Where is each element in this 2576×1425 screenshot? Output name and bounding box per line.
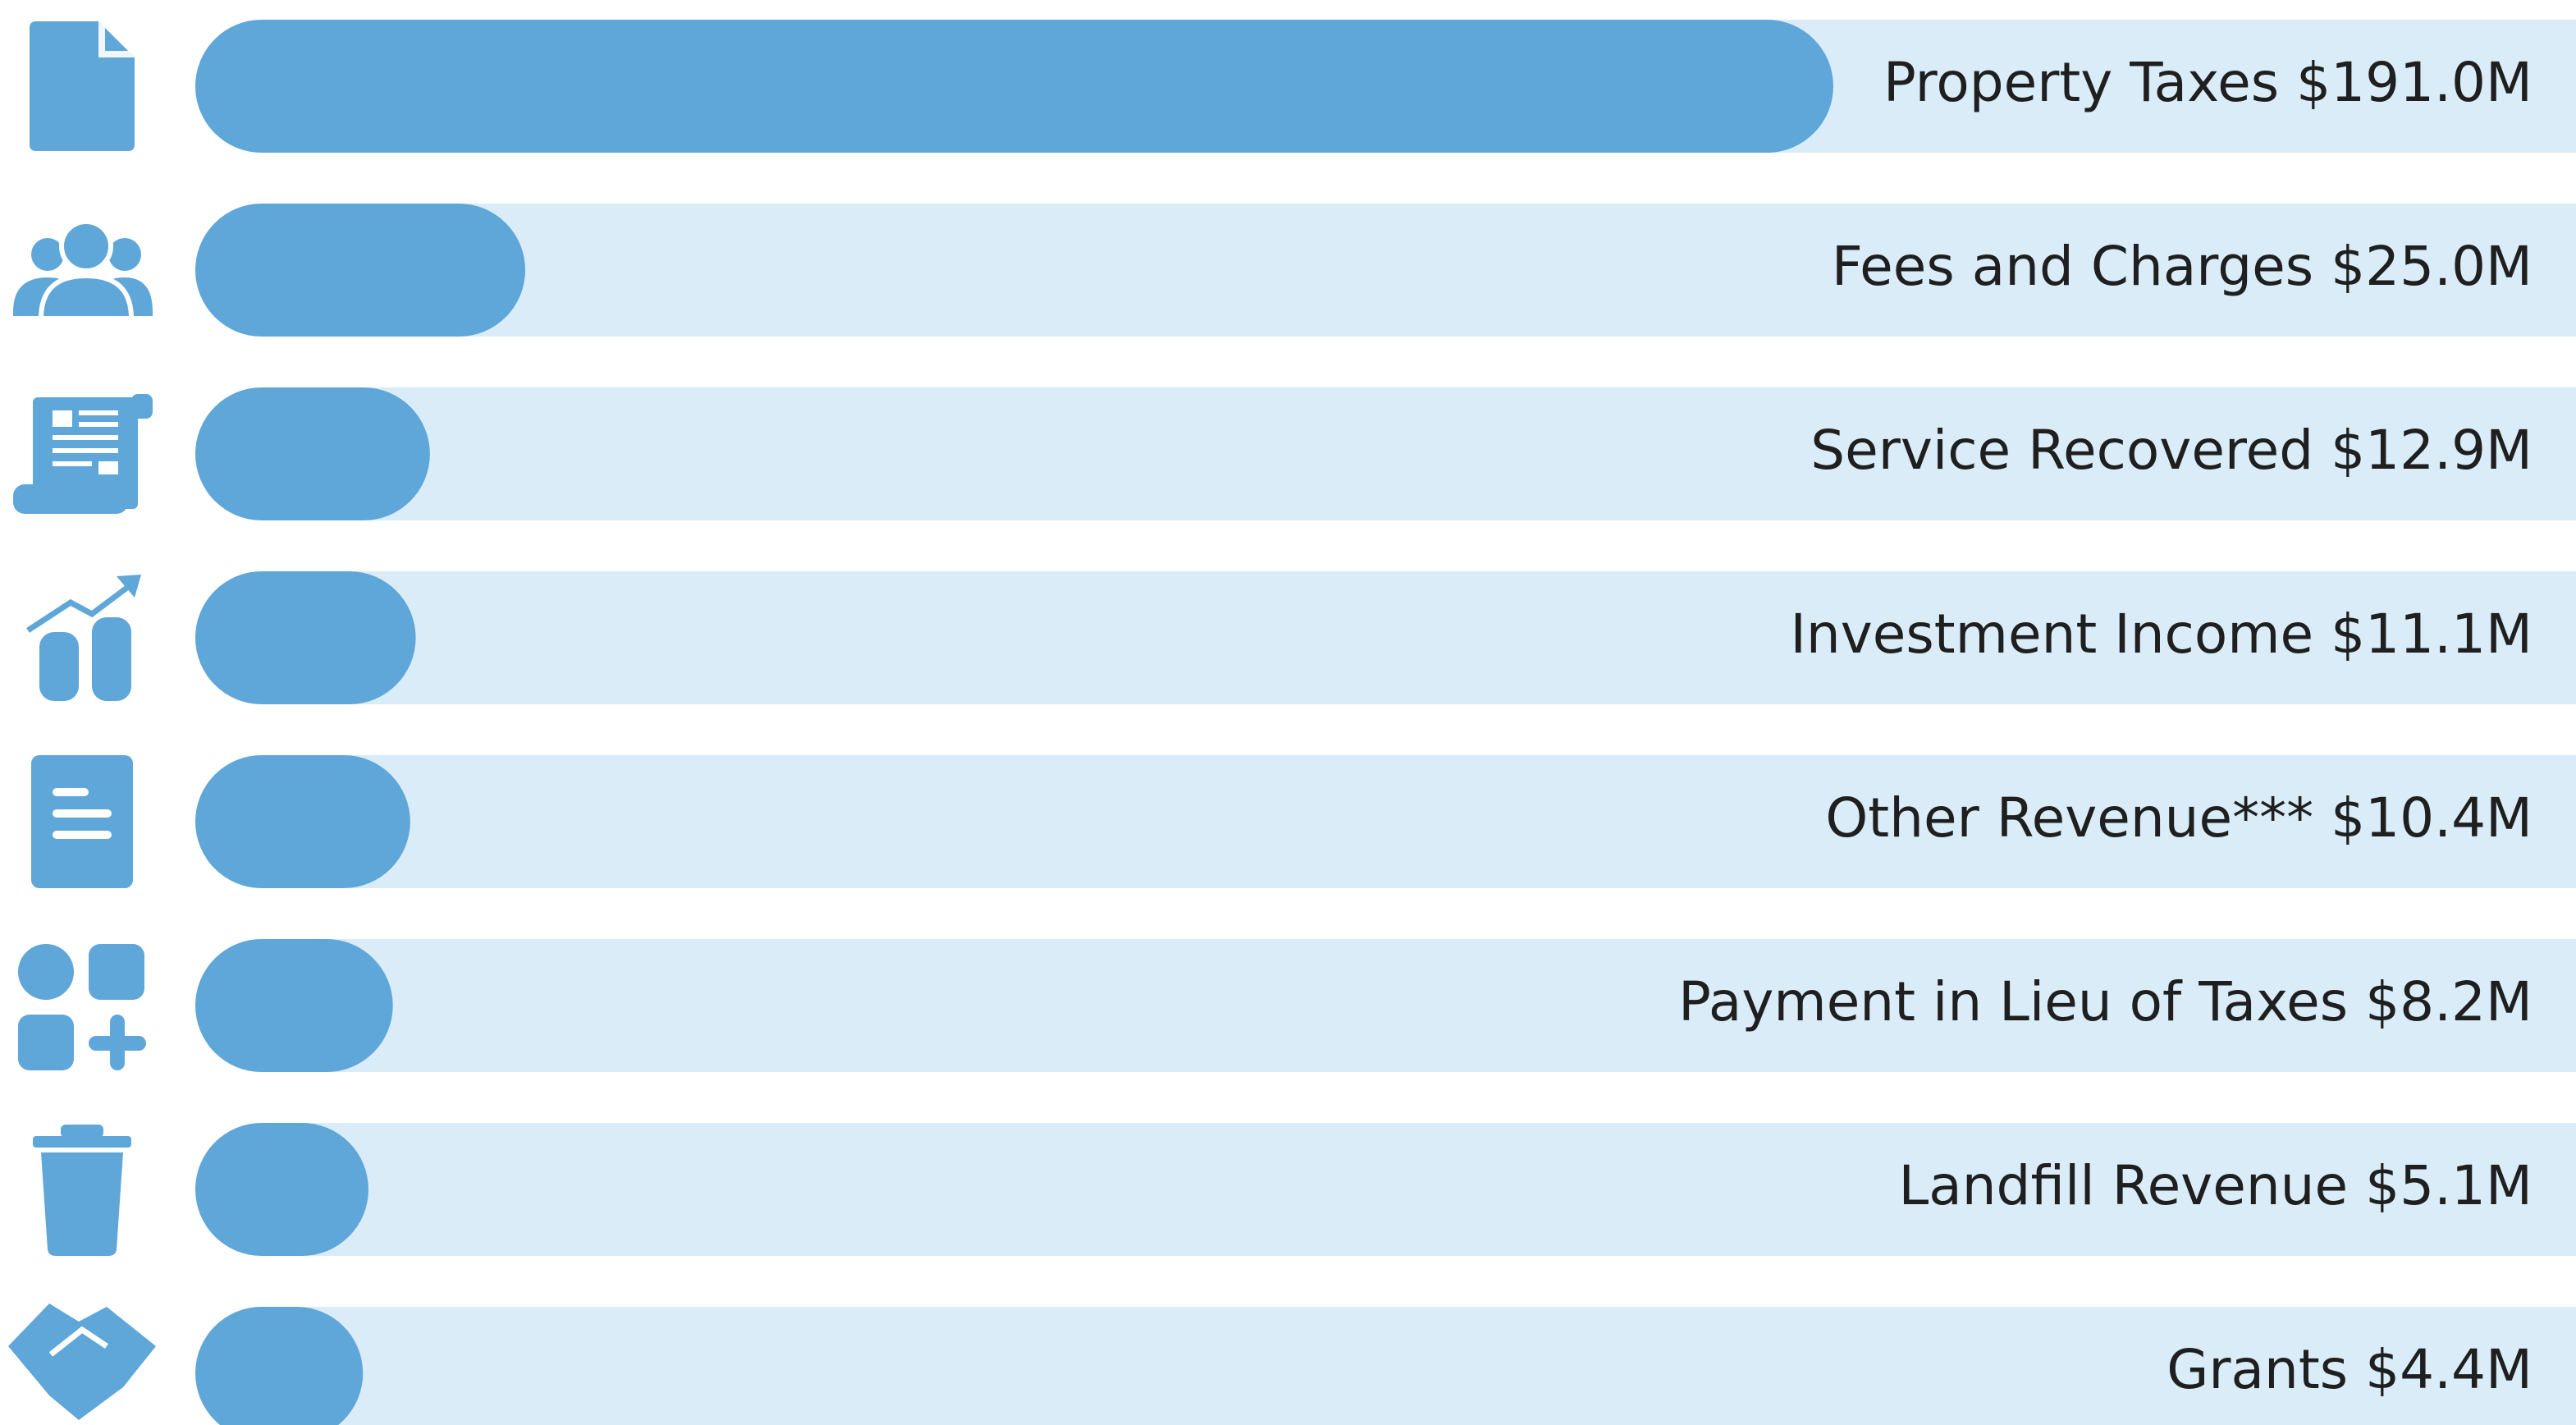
bar: [195, 20, 1833, 153]
category-label: Grants: [2166, 1338, 2348, 1401]
icon-bin: [33, 1125, 131, 1256]
bar: [195, 387, 430, 520]
category-label: Service Recovered: [1810, 419, 2313, 482]
value-label: $8.2M: [2365, 970, 2533, 1033]
value-label: $191.0M: [2296, 51, 2533, 114]
bar-track: [195, 939, 2576, 1072]
icon-handshake: [8, 1304, 156, 1420]
bar: [195, 939, 393, 1072]
bar-label: Property Taxes $191.0M: [1883, 51, 2533, 114]
bar-track: [195, 571, 2576, 704]
category-label: Fees and Charges: [1832, 235, 2313, 298]
bar-track: [195, 1307, 2576, 1425]
value-label: $25.0M: [2331, 235, 2533, 298]
bar: [195, 1307, 364, 1425]
bar: [195, 204, 526, 337]
bar: [195, 1123, 368, 1256]
category-label: Investment Income: [1790, 603, 2313, 666]
icon-apps: [18, 944, 146, 1070]
icons: [8, 21, 156, 1420]
value-label: $4.4M: [2365, 1338, 2533, 1401]
bar-track: [195, 1123, 2576, 1256]
icon-report: [13, 394, 153, 514]
icon-people: [13, 219, 153, 321]
icon-text-doc: [31, 755, 133, 888]
rows: Property Taxes $191.0M Fees and Charges $…: [195, 20, 2576, 1425]
value-label: $12.9M: [2331, 419, 2533, 482]
bar-track: [195, 387, 2576, 520]
icon-document: [30, 21, 135, 151]
bar-label: Fees and Charges $25.0M: [1832, 235, 2533, 298]
category-label: Landfill Revenue: [1899, 1154, 2349, 1217]
category-label: Property Taxes: [1883, 51, 2279, 114]
bar-label: Landfill Revenue $5.1M: [1899, 1154, 2533, 1217]
bar-label: Investment Income $11.1M: [1790, 603, 2533, 666]
value-label: $10.4M: [2331, 786, 2533, 850]
icon-growth: [26, 575, 141, 701]
value-label: $11.1M: [2331, 603, 2533, 666]
bar-label: Payment in Lieu of Taxes $8.2M: [1678, 970, 2533, 1033]
bar-track: [195, 755, 2576, 888]
value-label: $5.1M: [2365, 1154, 2533, 1217]
bar-label: Other Revenue*** $10.4M: [1825, 786, 2533, 850]
bar-label: Grants $4.4M: [2166, 1338, 2533, 1401]
category-label: Other Revenue***: [1825, 786, 2313, 850]
bar: [195, 755, 410, 888]
bar: [195, 571, 416, 704]
category-label: Payment in Lieu of Taxes: [1678, 970, 2348, 1033]
icon-fold-inner: [105, 28, 128, 51]
bar-track: [195, 204, 2576, 337]
bar-label: Service Recovered $12.9M: [1810, 419, 2533, 482]
